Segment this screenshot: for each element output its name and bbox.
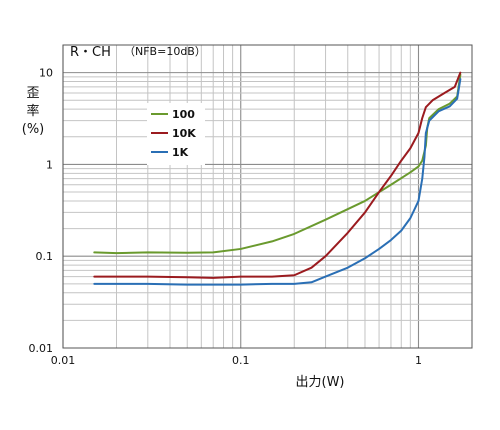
series-line-100 [93,73,462,255]
tick-layer: 0.01 0.1 1 0.01 0.1 1 10 [29,67,422,367]
x-tick-label: 1 [415,354,422,367]
x-tick-label: 0.1 [232,354,250,367]
y-axis-label-line: (%) [22,122,45,137]
nfb-annotation: （NFB=10dB） [124,45,206,58]
y-axis-label-line: 歪 [26,86,39,101]
y-tick-label: 10 [39,67,53,80]
legend: 100 10K 1K [147,103,205,165]
y-axis-label: 歪率 (%) [22,86,45,137]
series-line-1k [93,78,462,286]
legend-label: 10K [172,127,196,140]
channel-annotation: R・CH [70,45,111,60]
y-tick-label: 0.01 [29,342,54,355]
x-axis-label: 出力(W) [296,375,345,390]
x-tick-label: 0.01 [51,354,76,367]
legend-label: 1K [172,146,189,159]
y-axis-label-line: 率 [26,103,39,119]
y-tick-label: 1 [46,158,53,171]
legend-label: 100 [172,108,195,121]
series-layer [93,71,462,286]
y-tick-label: 0.1 [36,250,54,263]
plot-frame [62,44,473,349]
grid-layer [62,44,473,349]
series-line-10k [93,71,462,279]
